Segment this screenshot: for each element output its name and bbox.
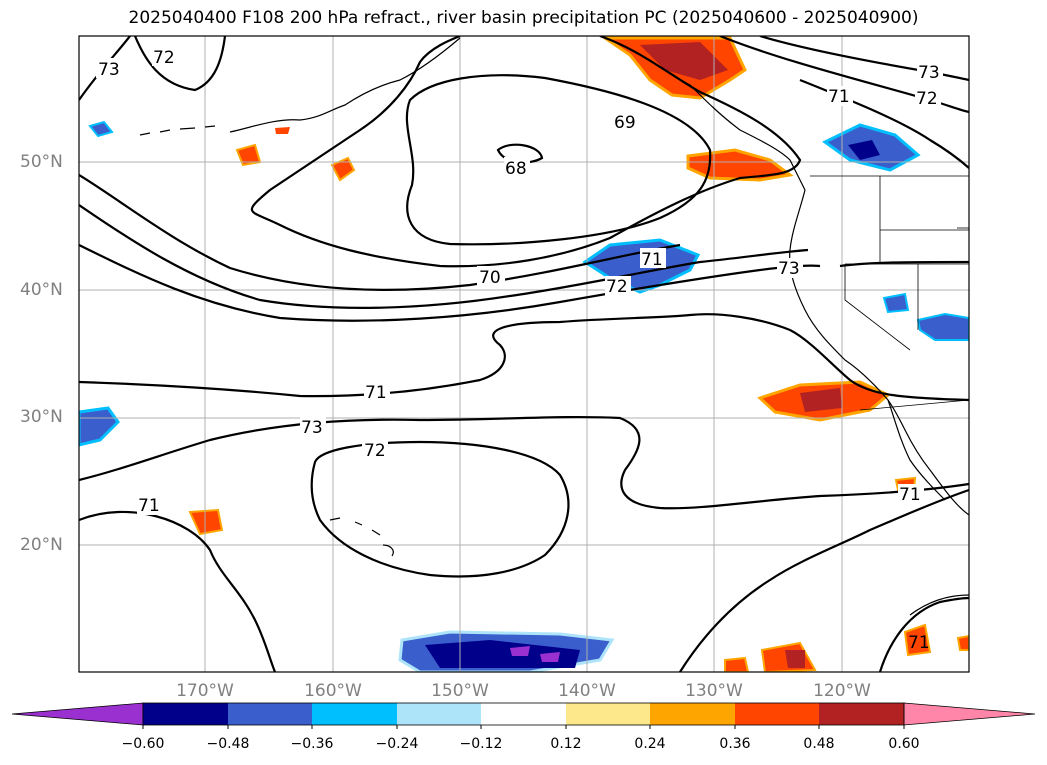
anomaly-west-22n xyxy=(188,508,224,536)
colorbar-segment xyxy=(397,703,481,725)
anomaly-aleutian-3 xyxy=(275,127,290,134)
contour-71-south xyxy=(310,440,570,578)
anomaly-south-purple xyxy=(510,646,530,656)
contour-label: 71 xyxy=(908,633,930,653)
anomaly-idaho-core xyxy=(848,140,880,160)
anomaly-se-3 xyxy=(903,623,932,657)
contour-label: 69 xyxy=(614,113,636,133)
colorbar-segment xyxy=(143,703,228,725)
contour-label-layer: 73 72 69 68 70 71 72 73 71 73 72 71 71 7… xyxy=(96,46,943,653)
contour-label: 73 xyxy=(301,418,323,438)
colorbar xyxy=(11,702,1036,729)
contour-label: 71 xyxy=(828,87,850,107)
anomaly-utah xyxy=(916,312,969,341)
mexico-south-coast xyxy=(909,594,969,616)
lat-label: 50°N xyxy=(20,152,63,172)
lon-label: 160°W xyxy=(304,681,362,701)
contour-label: 68 xyxy=(505,159,527,179)
alaska-coast xyxy=(229,37,461,133)
anomaly-se-2 xyxy=(724,656,750,672)
anomaly-bc-core xyxy=(640,42,728,80)
contour-70 xyxy=(79,174,681,292)
anomaly-nevada xyxy=(882,292,910,314)
anomaly-se-core xyxy=(785,650,805,668)
anomaly-alaska-blue xyxy=(88,120,114,138)
colorbar-tick-label: −0.48 xyxy=(206,736,250,752)
precip-shading xyxy=(79,36,969,672)
contour-label: 72 xyxy=(153,48,175,68)
contour-71-mid xyxy=(79,204,809,309)
colorbar-extend-high xyxy=(903,702,1036,726)
refractivity-contours xyxy=(79,36,969,672)
lon-label: 170°W xyxy=(176,681,234,701)
contour-label: 73 xyxy=(918,63,940,83)
lon-label: 120°W xyxy=(813,681,871,701)
contour-73-mid xyxy=(839,260,969,268)
contour-69-north xyxy=(405,74,712,246)
anomaly-baja-core xyxy=(800,388,842,412)
colorbar-tick-label: −0.36 xyxy=(290,736,334,752)
colorbar-tick-label: 0.24 xyxy=(634,736,666,752)
contour-label: 71 xyxy=(899,485,921,505)
us-west-coast xyxy=(789,189,931,471)
contour-72-nw xyxy=(133,36,227,92)
colorbar-segment xyxy=(650,703,735,725)
contour-73-ne xyxy=(759,36,969,82)
contour-label: 72 xyxy=(916,89,938,109)
contour-label: 71 xyxy=(365,383,387,403)
anomaly-west-30n xyxy=(79,406,120,447)
contour-label: 71 xyxy=(138,496,160,516)
lat-label: 30°N xyxy=(20,407,63,427)
colorbar-segment xyxy=(735,703,819,725)
aleutian-chain xyxy=(139,125,216,136)
contour-71-se xyxy=(679,488,969,672)
colorbar-segment xyxy=(566,703,650,725)
colorbar-tick-label: 0.60 xyxy=(888,736,920,752)
contour-72-north xyxy=(250,36,802,268)
contour-label: 73 xyxy=(98,60,120,80)
anomaly-aleutian-2 xyxy=(330,156,356,182)
colorbar-segment xyxy=(312,703,397,725)
colorbar-segment xyxy=(819,703,904,725)
contour-label: 73 xyxy=(778,259,800,279)
colorbar-segment xyxy=(481,703,566,725)
colorbar-extend-low xyxy=(11,702,144,726)
colorbar-tick-label: 0.48 xyxy=(803,736,835,752)
lon-label: 130°W xyxy=(685,681,743,701)
map-background xyxy=(79,36,969,672)
lon-label: 140°W xyxy=(558,681,616,701)
colorbar-segment xyxy=(228,703,312,725)
anomaly-se-4 xyxy=(956,634,969,651)
contour-72-ne xyxy=(719,36,969,114)
contour-72-south xyxy=(79,415,969,510)
lat-label: 20°N xyxy=(20,535,63,555)
contour-73-south xyxy=(79,313,969,402)
colorbar-tick-label: 0.12 xyxy=(550,736,582,752)
lat-label: 40°N xyxy=(20,280,63,300)
contour-72-mid xyxy=(79,244,821,322)
map-title: 2025040400 F108 200 hPa refract., river … xyxy=(128,8,919,28)
anomaly-south-navy xyxy=(425,640,580,668)
contour-label: 72 xyxy=(606,277,628,297)
map-frame xyxy=(78,35,970,673)
contour-label: 71 xyxy=(641,250,663,270)
anomaly-south-purple-2 xyxy=(540,652,560,662)
colorbar-tick-label: −0.60 xyxy=(121,736,165,752)
hawaii-islands xyxy=(329,517,394,557)
contour-label: 72 xyxy=(364,441,386,461)
colorbar-tick-label: −0.12 xyxy=(459,736,503,752)
colorbar-tick-label: −0.24 xyxy=(375,736,419,752)
borders xyxy=(810,175,969,411)
lon-label: 150°W xyxy=(431,681,489,701)
contour-label: 70 xyxy=(479,268,501,288)
contour-71-sse xyxy=(878,596,969,672)
colorbar-tick-label: 0.36 xyxy=(719,736,751,752)
